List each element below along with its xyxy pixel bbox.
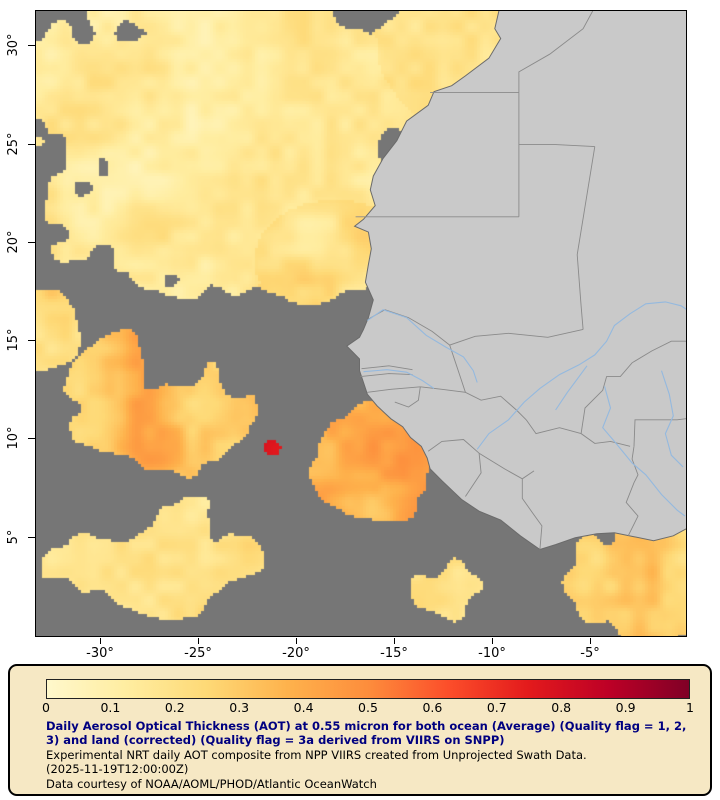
lon-tick-mark: [100, 638, 101, 644]
legend-line-credit: Data courtesy of NOAA/AOML/PHOD/Atlantic…: [46, 776, 377, 791]
colorbar-tick-label: 0.9: [615, 700, 636, 715]
colorbar-scale: 0 0.1 0.2 0.3 0.4 0.5 0.6 0.7 0.8 0.9 1: [42, 700, 694, 716]
colorbar-tick-label: 0.2: [164, 700, 185, 715]
geography-overlay: [346, 11, 686, 551]
lon-tick-label: -5°: [580, 646, 600, 661]
lon-tick-label: -25°: [184, 646, 212, 661]
country-border: [478, 452, 535, 480]
country-border: [449, 344, 466, 393]
colorbar-tick-label: 0.1: [100, 700, 121, 715]
country-border: [633, 418, 686, 447]
country-border: [465, 453, 482, 497]
colorbar-tick-label: 0.6: [422, 700, 443, 715]
lon-tick-mark: [198, 638, 199, 644]
lat-tick-label: 15°: [6, 328, 21, 352]
colorbar-tick-label: 0.3: [229, 700, 250, 715]
legend-title: Daily Aerosol Optical Thickness (AOT) at…: [46, 719, 687, 748]
lon-tick-mark: [394, 638, 395, 644]
map-plot: [35, 10, 687, 637]
land-polygon: [346, 11, 686, 551]
lon-tick-mark: [590, 638, 591, 644]
colorbar-gradient: [46, 679, 690, 699]
lat-tick-mark: [28, 340, 35, 341]
river: [476, 301, 686, 450]
colorbar-tick-label: 0.8: [551, 700, 572, 715]
country-border: [518, 144, 595, 148]
lon-tick-mark: [492, 638, 493, 644]
country-border: [518, 11, 594, 93]
river: [363, 369, 435, 389]
lat-tick-label: 25°: [6, 132, 21, 156]
legend-line-experimental: Experimental NRT daily AOT composite fro…: [46, 747, 587, 762]
country-border: [394, 386, 421, 408]
lon-tick-mark: [296, 638, 297, 644]
river: [602, 386, 686, 517]
country-border: [427, 439, 480, 454]
lat-tick-mark: [28, 537, 35, 538]
lon-tick-label: -20°: [282, 646, 310, 661]
river: [660, 370, 684, 468]
river: [555, 365, 588, 411]
country-border: [360, 373, 413, 378]
country-border: [580, 340, 686, 434]
lat-tick-label: 5°: [6, 529, 21, 545]
country-border: [521, 478, 543, 550]
lat-tick-mark: [28, 438, 35, 439]
country-border: [367, 386, 421, 393]
river: [367, 309, 478, 383]
country-border: [420, 386, 527, 421]
lon-tick-label: -10°: [478, 646, 506, 661]
colorbar-tick-label: 1: [686, 700, 694, 715]
colorbar-tick-label: 0.5: [358, 700, 378, 715]
lat-tick-mark: [28, 144, 35, 145]
lat-tick-label: 20°: [6, 230, 21, 254]
lat-tick-label: 10°: [6, 426, 21, 450]
lon-tick-label: -30°: [86, 646, 114, 661]
colorbar-tick-label: 0.7: [486, 700, 507, 715]
country-border: [625, 446, 639, 537]
country-border: [361, 365, 413, 371]
country-border: [576, 146, 596, 330]
legend-line-timestamp: (2025-11-19T12:00:00Z): [46, 762, 189, 777]
colorbar-tick-label: 0: [42, 700, 50, 715]
lat-tick-mark: [28, 242, 35, 243]
colorbar-tick-label: 0.4: [293, 700, 314, 715]
lon-tick-label: -15°: [380, 646, 408, 661]
lat-tick-label: 30°: [6, 33, 21, 57]
legend-box: 0 0.1 0.2 0.3 0.4 0.5 0.6 0.7 0.8 0.9 1 Daily Aero…: [8, 664, 712, 796]
lat-tick-mark: [28, 45, 35, 46]
